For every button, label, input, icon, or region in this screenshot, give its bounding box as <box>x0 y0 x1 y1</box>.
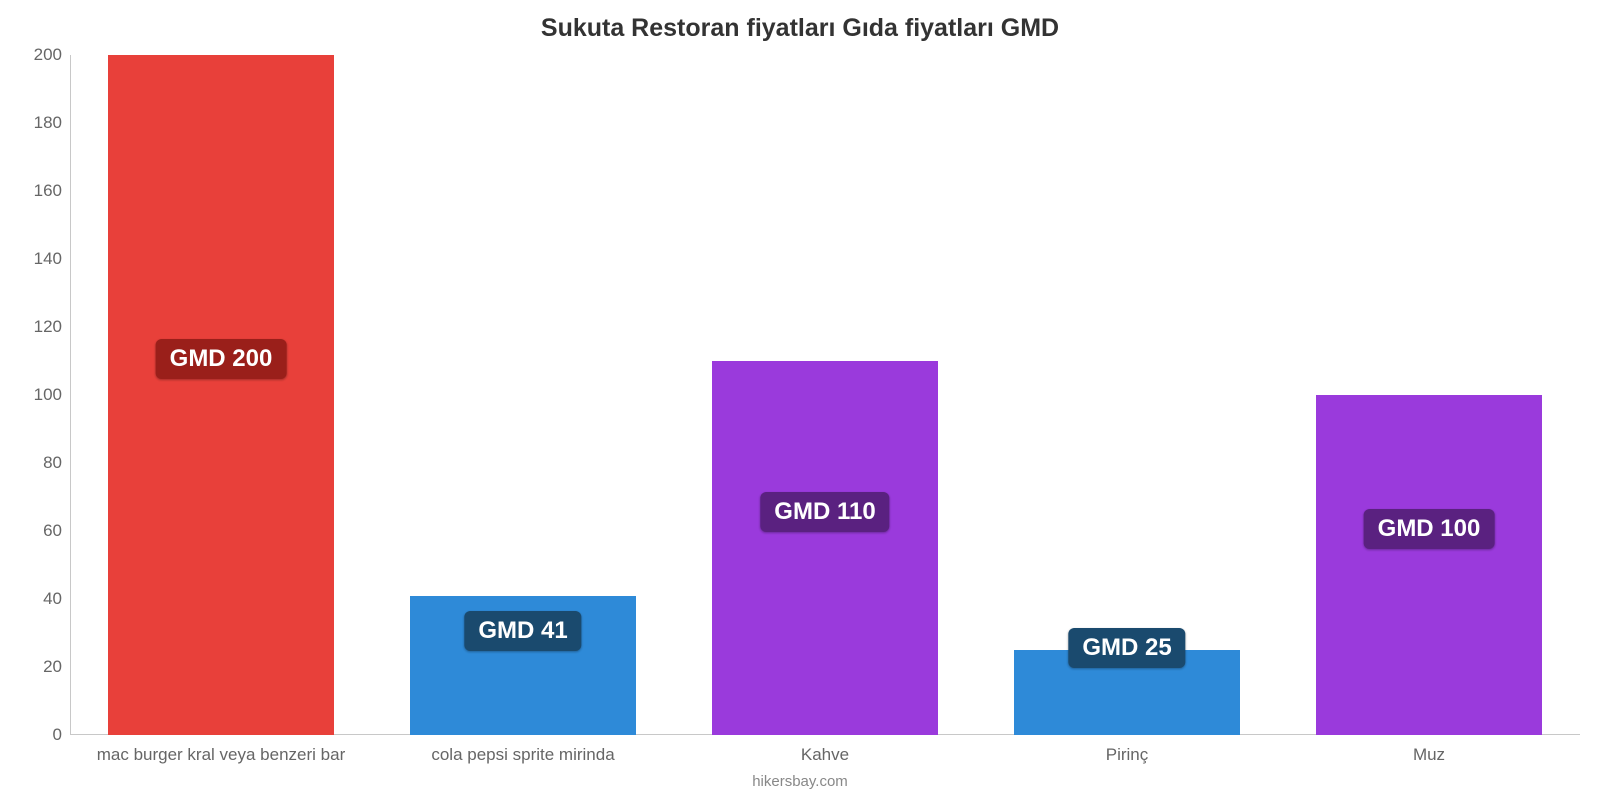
y-tick-label: 100 <box>34 385 62 405</box>
bar-slot: GMD 200mac burger kral veya benzeri bar <box>70 55 372 735</box>
value-badge: GMD 110 <box>760 492 889 532</box>
chart-footer: hikersbay.com <box>0 773 1600 790</box>
y-axis: 020406080100120140160180200 <box>0 55 70 735</box>
bar-slot: GMD 100Muz <box>1278 55 1580 735</box>
y-tick-label: 140 <box>34 249 62 269</box>
bar-slot: GMD 41cola pepsi sprite mirinda <box>372 55 674 735</box>
bar <box>108 55 335 735</box>
value-badge: GMD 100 <box>1364 509 1495 549</box>
y-tick-label: 80 <box>43 453 62 473</box>
x-axis-label: Pirinç <box>976 735 1278 765</box>
bar-slot: GMD 110Kahve <box>674 55 976 735</box>
bars-group: GMD 200mac burger kral veya benzeri barG… <box>70 55 1580 735</box>
y-tick-label: 120 <box>34 317 62 337</box>
x-axis-label: mac burger kral veya benzeri bar <box>70 735 372 765</box>
chart-title: Sukuta Restoran fiyatları Gıda fiyatları… <box>0 0 1600 43</box>
bar-slot: GMD 25Pirinç <box>976 55 1278 735</box>
y-tick-label: 20 <box>43 657 62 677</box>
x-axis-label: Kahve <box>674 735 976 765</box>
bar <box>712 361 939 735</box>
y-tick-label: 40 <box>43 589 62 609</box>
x-axis-label: cola pepsi sprite mirinda <box>372 735 674 765</box>
y-tick-label: 0 <box>53 725 62 745</box>
chart-container: Sukuta Restoran fiyatları Gıda fiyatları… <box>0 0 1600 800</box>
y-tick-label: 160 <box>34 181 62 201</box>
plot-area: 020406080100120140160180200 GMD 200mac b… <box>70 55 1580 735</box>
value-badge: GMD 41 <box>464 611 581 651</box>
bar <box>1316 395 1543 735</box>
y-tick-label: 200 <box>34 45 62 65</box>
y-tick-label: 60 <box>43 521 62 541</box>
value-badge: GMD 200 <box>156 339 287 379</box>
y-tick-label: 180 <box>34 113 62 133</box>
value-badge: GMD 25 <box>1068 628 1185 668</box>
x-axis-label: Muz <box>1278 735 1580 765</box>
